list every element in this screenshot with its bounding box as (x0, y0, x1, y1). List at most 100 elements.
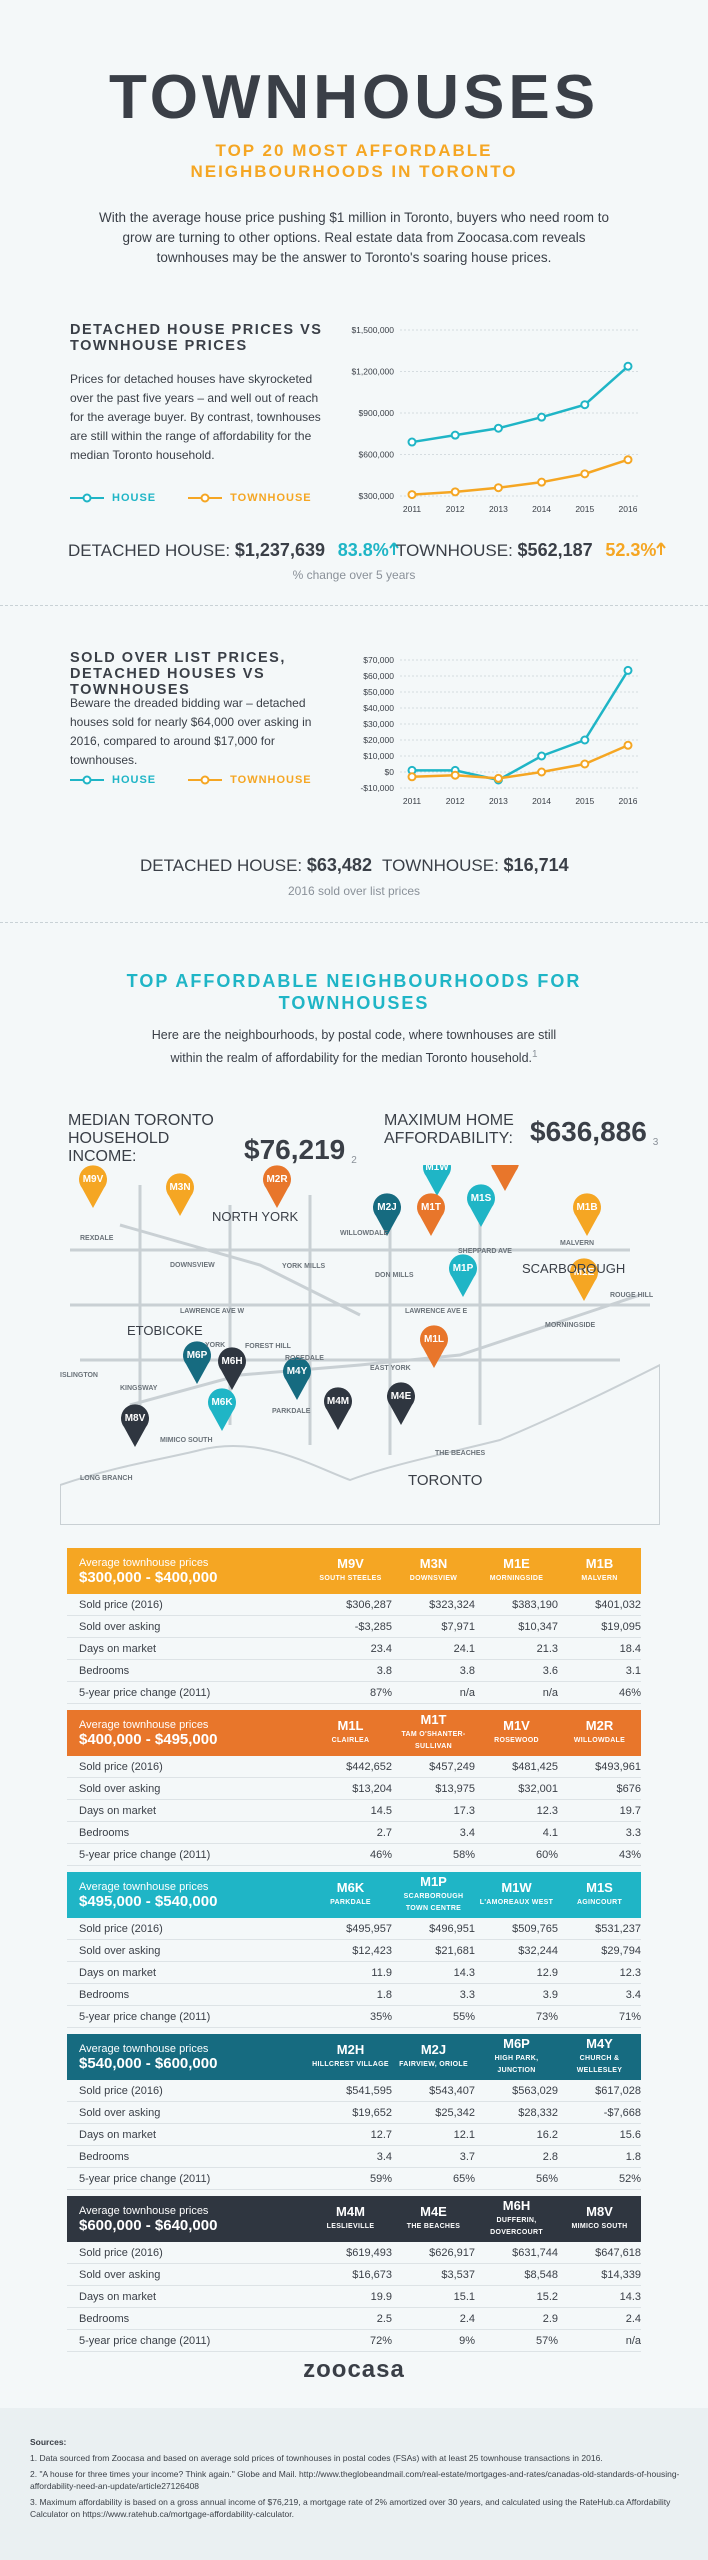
data-point (493, 773, 503, 783)
stat-note: 2016 sold over list prices (287, 884, 421, 898)
group-range: $600,000 - $640,000 (79, 2216, 218, 2234)
cell: $383,190 (512, 1598, 558, 1611)
row-label: Sold price (2016) (79, 2246, 163, 2259)
data-point (580, 759, 590, 769)
tables: Average townhouse prices $300,000 - $400,… (67, 1548, 641, 2358)
column-name: MIMICO SOUTH (571, 2222, 628, 2230)
y-tick-label: $1,500,000 (351, 325, 394, 335)
chart-title: DETACHED HOUSE PRICES VS TOWNHOUSE PRICE… (70, 322, 323, 354)
cell: 2.5 (376, 2312, 392, 2325)
y-tick-label: $70,000 (363, 655, 394, 665)
column-code: M6K (336, 1879, 365, 1895)
stat-value: $63,482 (306, 855, 372, 875)
group-header: Average townhouse prices $495,000 - $540,… (67, 1872, 641, 1918)
table-row: Sold price (2016) $619,493 $626,917 $631,74… (67, 2242, 641, 2264)
place-label: MORNINGSIDE (545, 1322, 596, 1329)
series-line (412, 669, 630, 782)
cell: 14.3 (453, 1966, 475, 1979)
group-label: Average townhouse prices $600,000 - $640,… (67, 2205, 309, 2234)
pin-label: M1V (495, 1165, 516, 1168)
table-row: Sold over asking $13,204 $13,975 $32,001 $67… (67, 1778, 641, 1800)
cell: 17.3 (453, 1804, 475, 1817)
group-label: Average townhouse prices $495,000 - $540,… (67, 1881, 309, 1910)
place-label: REXDALE (80, 1235, 114, 1242)
group-range: $400,000 - $495,000 (79, 1730, 218, 1748)
map: M9V M3N M2R M2J M1W M1T M1S M1V M1B M1P M1E M1L M6P M… (60, 1165, 660, 1525)
column-header: M6K PARKDALE (309, 1879, 392, 1909)
cell: 56% (535, 2172, 558, 2185)
cell: 3.4 (625, 1988, 641, 2001)
map-pin (387, 1382, 415, 1425)
chart-text: Prices for detached houses have skyrocke… (70, 372, 321, 462)
group-header: Average townhouse prices $300,000 - $400,… (67, 1548, 641, 1594)
cell: 52% (618, 2172, 641, 2185)
column-header: M1E MORNINGSIDE (475, 1555, 558, 1585)
row-label: Sold price (2016) (79, 2084, 163, 2097)
table-row: Days on market 12.7 12.1 16.2 15.6 (67, 2124, 641, 2146)
place-label: THE BEACHES (435, 1450, 486, 1457)
footnote-ref: 3 (652, 1137, 659, 1148)
column-header: M1W L'AMOREAUX WEST (475, 1881, 558, 1909)
column-code: M1E (503, 1555, 530, 1571)
column-header: M1S AGINCOURT (558, 1881, 641, 1909)
x-tick-label: 2011 (403, 796, 422, 806)
row-label: 5-year price change (2011) (79, 1848, 211, 1861)
section-title: TOP AFFORDABLE NEIGHBOURHOODS FOR TOWNHO… (126, 971, 582, 1013)
cell: $563,029 (512, 2084, 558, 2097)
cell: 4.1 (542, 1826, 558, 1839)
data-point (623, 361, 633, 371)
cell: $457,249 (429, 1760, 475, 1773)
cell: $13,204 (352, 1782, 392, 1795)
column-name: HIGH PARK, JUNCTION (494, 2054, 539, 2074)
stat-label: TOWNHOUSE: (382, 856, 499, 875)
cell: $32,001 (518, 1782, 558, 1795)
column-header: M8V MIMICO SOUTH (558, 2205, 641, 2233)
column-header: M9V SOUTH STEELES (309, 1557, 392, 1585)
stat: TOWNHOUSE: $16,714 (382, 855, 569, 876)
table-row: Bedrooms 1.8 3.3 3.9 3.4 (67, 1984, 641, 2006)
place-label: ETOBICOKE (127, 1323, 203, 1338)
row-label: Sold over asking (79, 1782, 161, 1795)
row-label: Bedrooms (79, 1988, 130, 2001)
cell: $25,342 (435, 2106, 475, 2119)
cell: $7,971 (441, 1620, 475, 1633)
data-point (450, 770, 460, 780)
column-code: M1B (585, 1555, 614, 1571)
column-code: M3N (419, 1555, 448, 1571)
x-tick-label: 2016 (619, 504, 638, 514)
cell: 3.4 (459, 1826, 475, 1839)
cell: 1.8 (625, 2150, 641, 2163)
cell: 12.3 (619, 1966, 641, 1979)
place-label: MIMICO SOUTH (160, 1437, 213, 1444)
pin-label: M1W (425, 1165, 449, 1173)
table-row: Bedrooms 2.5 2.4 2.9 2.4 (67, 2308, 641, 2330)
pin-label: M6H (221, 1356, 242, 1367)
column-header: M2H HILLCREST VILLAGE (309, 2043, 392, 2071)
row-label: 5-year price change (2011) (79, 2010, 211, 2023)
cell: $323,324 (429, 1598, 475, 1611)
cell: 15.1 (453, 2290, 475, 2303)
row-label: 5-year price change (2011) (79, 2172, 211, 2185)
cell: $12,423 (352, 1944, 392, 1957)
cell: $509,765 (512, 1922, 558, 1935)
series-line (411, 458, 629, 496)
place-label: NORTH YORK (212, 1209, 299, 1224)
pin-label: M8V (125, 1413, 146, 1424)
cell: -$7,668 (603, 2106, 641, 2119)
stat-label: DETACHED HOUSE: (140, 856, 303, 875)
column-header: M4E THE BEACHES (392, 2205, 475, 2233)
place-label: EAST YORK (370, 1365, 411, 1372)
stat: TOWNHOUSE: $562,187 52.3% (396, 540, 667, 561)
column-name: CLAIRLEA (331, 1736, 370, 1744)
table-row: 5-year price change (2011) 72% 9% 57% n/a (67, 2330, 641, 2352)
cell: 15.2 (536, 2290, 558, 2303)
cell: 2.4 (625, 2312, 641, 2325)
subtitle: TOP 20 MOST AFFORDABLE NEIGHBOURHOODS IN… (190, 141, 518, 181)
column-name: MALVERN (581, 1574, 618, 1582)
place-label: FOREST HILL (245, 1343, 292, 1350)
pin-label: M1P (453, 1263, 474, 1274)
column-code: M1T (420, 1711, 447, 1727)
map-pin (218, 1347, 246, 1390)
group-range: $495,000 - $540,000 (79, 1892, 218, 1910)
column-name: ROSEWOOD (494, 1736, 539, 1744)
